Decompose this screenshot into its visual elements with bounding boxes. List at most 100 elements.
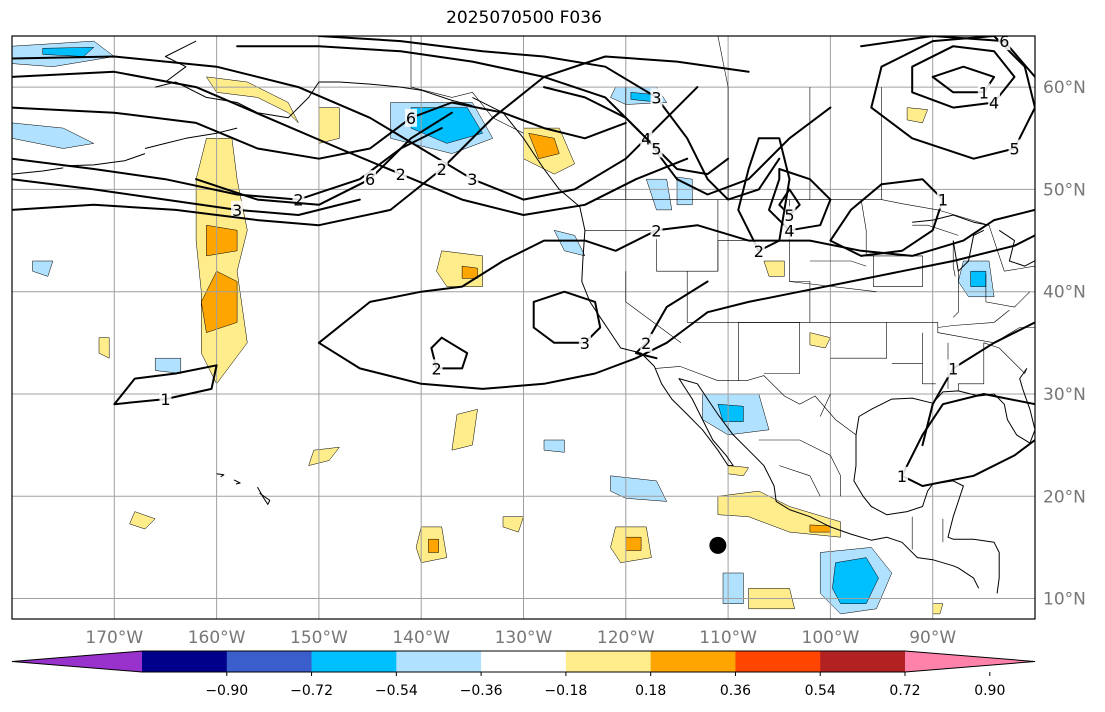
- border-8: [625, 271, 682, 344]
- coastline-7: [12, 167, 64, 175]
- coastlines: [12, 40, 1035, 594]
- lon-label: 100°W: [802, 628, 860, 648]
- lon-label: 120°W: [597, 628, 655, 648]
- contour-line-3: [12, 127, 443, 201]
- lat-label: 30°N: [1043, 385, 1086, 405]
- colorbar-tick-label: 0.90: [974, 683, 1005, 699]
- contour-label-bg: [430, 359, 443, 378]
- border-29: [758, 439, 841, 497]
- border-20: [957, 342, 985, 391]
- contour-label-bg: [783, 205, 796, 224]
- contour-label: 1: [948, 359, 958, 378]
- contour-label-bg: [466, 170, 479, 189]
- contour-label-bg: [650, 139, 663, 158]
- contour-line-5: [195, 111, 453, 206]
- shade-region-2: [206, 224, 238, 257]
- coastline-3: [155, 81, 473, 119]
- lon-label: 140°W: [392, 628, 450, 648]
- shade-region-42: [832, 557, 879, 604]
- contour-label-bg: [752, 241, 765, 260]
- shade-region-43: [722, 572, 744, 604]
- contour-line-25: [860, 36, 1035, 78]
- contour-label-bg: [640, 333, 653, 352]
- contour-label-bg: [947, 359, 960, 378]
- contour-label-bg: [578, 333, 591, 352]
- lat-label: 40°N: [1043, 283, 1086, 303]
- border-15: [809, 260, 867, 267]
- contour-line-13: [430, 336, 469, 370]
- contour-label: 2: [431, 359, 441, 378]
- contour-label-bg: [896, 466, 909, 485]
- shade-region-38: [717, 403, 744, 422]
- colorbar-segment: [650, 651, 736, 672]
- colorbar-extend-low: [12, 651, 142, 672]
- contour-label-bg: [977, 83, 990, 102]
- colorbar: [11, 650, 1036, 673]
- contour-line-11: [317, 234, 1035, 390]
- colorbar-segment: [820, 651, 906, 672]
- contour-label-bg: [783, 221, 796, 240]
- contour-line-20: [737, 137, 791, 252]
- contour-line-23: [911, 45, 1016, 109]
- marker-dot: [709, 536, 727, 554]
- contour-label: 4: [989, 93, 999, 112]
- contour-line-18: [768, 168, 832, 232]
- location-marker: [709, 536, 727, 554]
- shade-region-6: [461, 265, 478, 279]
- colorbar-segment: [396, 651, 482, 672]
- contour-label: 2: [754, 242, 764, 261]
- shade-region-20: [809, 332, 831, 349]
- colorbar-tick-label: −0.18: [544, 683, 587, 699]
- shade-region-22: [763, 260, 785, 277]
- contour-label: 5: [651, 140, 661, 159]
- colorbar-tick-label: −0.90: [205, 683, 248, 699]
- colorbar-tick-label: 0.54: [805, 683, 836, 699]
- lon-label: 90°W: [909, 628, 956, 648]
- border-2: [655, 366, 857, 436]
- shade-region-3: [201, 270, 238, 333]
- shade-region-36: [32, 260, 54, 277]
- colorbar-segment: [142, 651, 228, 672]
- border-13: [809, 322, 888, 359]
- border-25: [952, 240, 956, 277]
- contour-label: 4: [784, 221, 794, 240]
- shade-region-8: [528, 132, 560, 159]
- contour-label-bg: [1008, 139, 1021, 158]
- border-27: [937, 309, 1010, 328]
- colorbar-extend-high: [905, 651, 1035, 672]
- lon-label: 160°W: [188, 628, 246, 648]
- anomaly-shading: [12, 40, 995, 615]
- contour-label: 1: [938, 191, 948, 210]
- colorbar-tick-labels: −0.90 −0.72 −0.54 −0.36 −0.18 0.18 0.36 0.54 0.7…: [205, 672, 1005, 699]
- colorbar-segment: [481, 651, 567, 672]
- border-22: [952, 271, 959, 318]
- border-33: [819, 393, 831, 417]
- colorbar-segment: [226, 651, 313, 672]
- shade-region-14: [625, 536, 642, 551]
- shade-region-45: [970, 270, 987, 287]
- contour-label-bg: [998, 36, 1011, 51]
- map-frame: [11, 35, 1036, 620]
- latitude-labels: 10°N 20°N 30°N 40°N 50°N 60°N: [1043, 78, 1086, 609]
- shade-region-35: [154, 357, 182, 374]
- contour-label: 6: [999, 32, 1009, 51]
- contour-label-bg: [650, 221, 663, 240]
- colorbar-tick-label: 0.18: [635, 683, 666, 699]
- contour-label-bg: [435, 159, 448, 178]
- contour-label-bg: [394, 165, 407, 184]
- contour-label: 2: [293, 191, 303, 210]
- shade-region-40: [543, 439, 565, 453]
- shade-region-9: [308, 446, 340, 466]
- coastline-4: [164, 40, 197, 83]
- longitude-labels: 170°W 160°W 150°W 140°W 130°W 120°W 110°W 100°W…: [85, 628, 956, 648]
- shade-region-4: [318, 107, 340, 144]
- lon-label: 150°W: [290, 628, 348, 648]
- contour-label: 2: [396, 165, 406, 184]
- shade-region-23: [502, 516, 524, 533]
- contour-label-bg: [404, 108, 417, 127]
- contour-line-12: [532, 290, 602, 344]
- lon-label: 170°W: [85, 628, 143, 648]
- contour-label-bg: [988, 93, 1001, 112]
- contour-label: 1: [897, 467, 907, 486]
